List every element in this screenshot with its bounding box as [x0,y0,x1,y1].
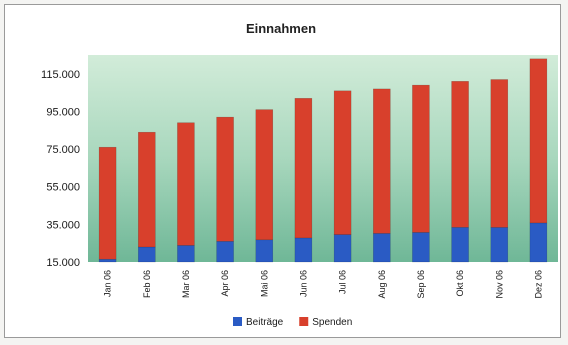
bar-beitraege [255,239,274,263]
bar-beitraege [98,258,117,263]
bar-beitraege [138,246,156,263]
bar-spenden [138,131,156,248]
x-tick-label: Feb 06 [142,270,152,298]
x-tick-label: Okt 06 [455,270,465,297]
x-tick-label: Nov 06 [494,270,504,299]
y-tick-label: 75.000 [46,144,80,156]
legend-swatch [299,317,309,326]
bar-spenden [412,84,430,233]
bar-beitraege [177,245,195,263]
y-tick-label: 35.000 [46,219,80,231]
bar-spenden [255,109,274,241]
bar-beitraege [294,237,313,263]
bar-series [98,58,548,263]
bar-spenden [451,81,469,228]
x-tick-label: Sep 06 [416,270,426,299]
bar-beitraege [216,241,234,263]
bar-beitraege [490,227,509,263]
x-tick-label: Aug 06 [377,270,387,299]
plot-area [88,55,558,262]
y-tick-label: 115.000 [41,69,80,81]
y-tick-label: 95.000 [46,106,80,118]
bar-spenden [490,79,509,228]
legend-label: Spenden [312,317,352,328]
bar-spenden [177,122,195,246]
bar-beitraege [412,232,430,263]
bar-beitraege [373,233,391,263]
x-tick-label: Mar 06 [181,270,191,298]
y-axis: 15.000 35.000 55.000 75.000 95.000 115.000 [41,69,80,269]
x-tick-label: Dez 06 [533,270,543,299]
bar-spenden [294,98,313,239]
x-tick-label: Jul 06 [338,270,348,294]
x-tick-label: Jan 06 [103,270,113,297]
bar-spenden [529,58,548,224]
x-tick-label: Mai 06 [259,270,269,297]
y-tick-label: 15.000 [46,257,80,269]
bar-spenden [216,116,234,242]
bar-spenden [98,146,117,260]
legend: Beiträge Spenden [233,317,352,328]
stacked-bar-chart: Einnahmen 15.000 35.000 55.000 75.000 95.000… [41,21,558,328]
x-tick-label: Jun 06 [298,270,308,297]
x-tick-label: Apr 06 [220,270,230,297]
chart-title: Einnahmen [246,21,316,36]
bar-beitraege [529,222,548,263]
bar-spenden [333,90,352,235]
legend-swatch [233,317,242,326]
chart-frame: Einnahmen 15.000 35.000 55.000 75.000 95.000… [4,4,561,338]
bar-beitraege [333,234,352,263]
bar-beitraege [451,227,469,263]
y-tick-label: 55.000 [46,182,80,194]
bar-spenden [373,88,391,234]
legend-label: Beiträge [246,317,284,328]
x-axis: Jan 06 Feb 06 Mar 06 Apr 06 Mai 06 Jun 06 Jul … [103,270,544,299]
